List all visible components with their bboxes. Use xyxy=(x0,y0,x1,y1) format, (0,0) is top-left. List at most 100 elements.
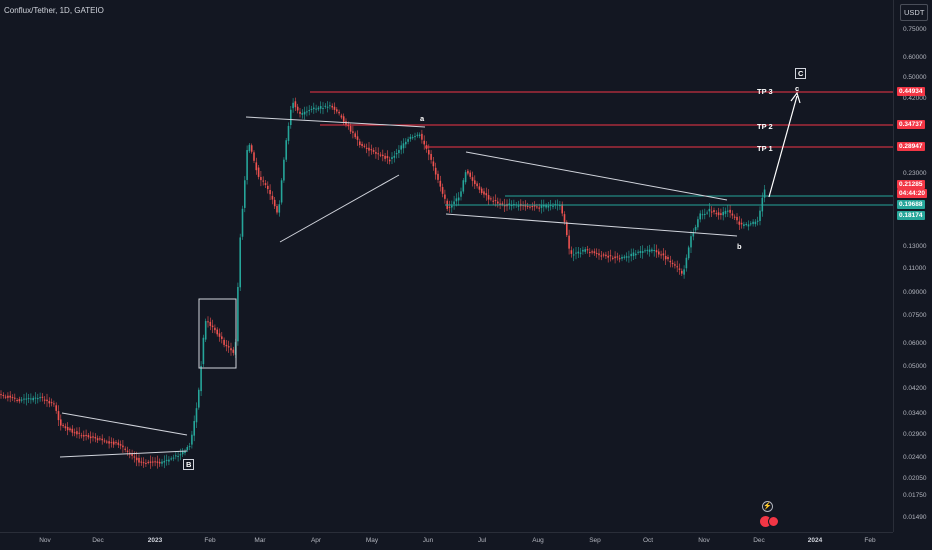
candle-body xyxy=(264,183,267,185)
candle-body xyxy=(579,252,582,254)
wave-B-label: B xyxy=(183,459,195,470)
candle-body xyxy=(43,399,46,401)
lightning-icon[interactable]: ⚡ xyxy=(762,501,773,512)
candle-body xyxy=(687,247,690,259)
candle-body xyxy=(660,254,662,256)
candle-body xyxy=(595,252,598,254)
candle-body xyxy=(25,398,28,400)
candle-body xyxy=(428,150,430,155)
candle-body xyxy=(637,251,639,253)
candle-body xyxy=(648,249,651,252)
price-chart[interactable] xyxy=(0,0,893,532)
candle-body xyxy=(232,349,235,353)
candle-body xyxy=(540,205,543,208)
candle-body xyxy=(177,455,179,457)
currency-badge[interactable]: USDT xyxy=(900,4,929,21)
candle-body xyxy=(561,204,563,214)
candle-body xyxy=(612,257,614,259)
candle-body xyxy=(497,201,499,204)
triangle-upper[interactable] xyxy=(61,412,188,436)
candle-body xyxy=(57,411,60,421)
candle-body xyxy=(73,432,76,434)
chart-canvas[interactable]: Conflux/Tether, 1D, GATEIO TP 3 TP 2 TP … xyxy=(0,0,893,532)
candle-body xyxy=(198,389,200,408)
price-tick: 0.13000 xyxy=(903,243,927,250)
candle-body xyxy=(533,205,536,207)
price-tick: 0.05000 xyxy=(903,363,927,370)
candle-body xyxy=(193,421,195,436)
price-tick: 0.02050 xyxy=(903,475,927,482)
candle-body xyxy=(147,461,149,463)
candle-body xyxy=(375,152,377,154)
candle-body xyxy=(184,451,186,453)
candle-body xyxy=(239,237,241,288)
candle-body xyxy=(273,199,276,207)
trendline-lower-channel[interactable] xyxy=(445,213,738,237)
candle-body xyxy=(382,154,384,157)
candle-body xyxy=(260,176,262,181)
projection-arrow[interactable] xyxy=(768,95,798,198)
candle-body xyxy=(570,250,573,254)
dividend-icon[interactable] xyxy=(760,516,771,527)
price-tick: 0.04200 xyxy=(903,385,927,392)
candle-body xyxy=(9,395,11,398)
candle-body xyxy=(386,156,389,159)
triangle-lower[interactable] xyxy=(59,450,188,458)
candle-body xyxy=(135,457,138,461)
candle-body xyxy=(96,438,99,441)
candle-body xyxy=(632,252,635,257)
candle-body xyxy=(448,206,451,208)
candle-body xyxy=(119,444,122,446)
candle-body xyxy=(462,180,465,192)
candle-body xyxy=(423,140,425,145)
candle-body xyxy=(27,398,30,400)
candle-body xyxy=(158,461,161,464)
price-tick: 0.06000 xyxy=(903,340,927,347)
candle-body xyxy=(211,325,214,328)
candle-body xyxy=(738,221,741,225)
candle-body xyxy=(368,147,370,151)
candle-body xyxy=(400,145,402,150)
candle-body xyxy=(152,461,154,463)
candle-body xyxy=(508,203,511,205)
time-label: Sep xyxy=(589,537,601,544)
price-tick: 0.01750 xyxy=(903,492,927,499)
trendline-rise[interactable] xyxy=(279,174,400,243)
price-tick: 0.09000 xyxy=(903,289,927,296)
candle-body xyxy=(582,249,584,252)
consolidation-box[interactable] xyxy=(198,298,237,369)
candle-body xyxy=(451,205,453,208)
price-axis[interactable] xyxy=(893,0,932,532)
candle-body xyxy=(149,461,152,463)
candle-body xyxy=(474,180,476,185)
candle-body xyxy=(437,173,439,180)
candle-body xyxy=(635,253,637,256)
candle-body xyxy=(83,435,85,437)
candle-body xyxy=(685,257,688,269)
candle-body xyxy=(352,131,354,133)
candle-body xyxy=(214,327,216,331)
candle-body xyxy=(230,348,232,351)
trendline-upper-channel[interactable] xyxy=(465,151,728,201)
candle-body xyxy=(584,249,586,252)
candle-body xyxy=(683,269,685,275)
candle-body xyxy=(457,197,460,201)
time-axis[interactable] xyxy=(0,532,893,550)
candle-body xyxy=(605,254,607,257)
price-tick: 0.50000 xyxy=(903,74,927,81)
candle-body xyxy=(126,450,129,452)
candle-body xyxy=(405,141,407,145)
candle-body xyxy=(347,125,350,127)
candle-body xyxy=(372,150,375,152)
candle-body xyxy=(598,253,600,256)
candle-body xyxy=(101,438,103,441)
candle-body xyxy=(439,180,442,187)
tp3-label: TP 3 xyxy=(757,87,773,96)
candle-body xyxy=(60,419,62,426)
candle-body xyxy=(589,252,591,254)
candle-body xyxy=(487,195,490,200)
candle-body xyxy=(763,189,766,198)
candle-body xyxy=(593,251,596,254)
trendline-top[interactable] xyxy=(245,116,426,128)
dividend-icon-secondary[interactable] xyxy=(768,516,779,527)
